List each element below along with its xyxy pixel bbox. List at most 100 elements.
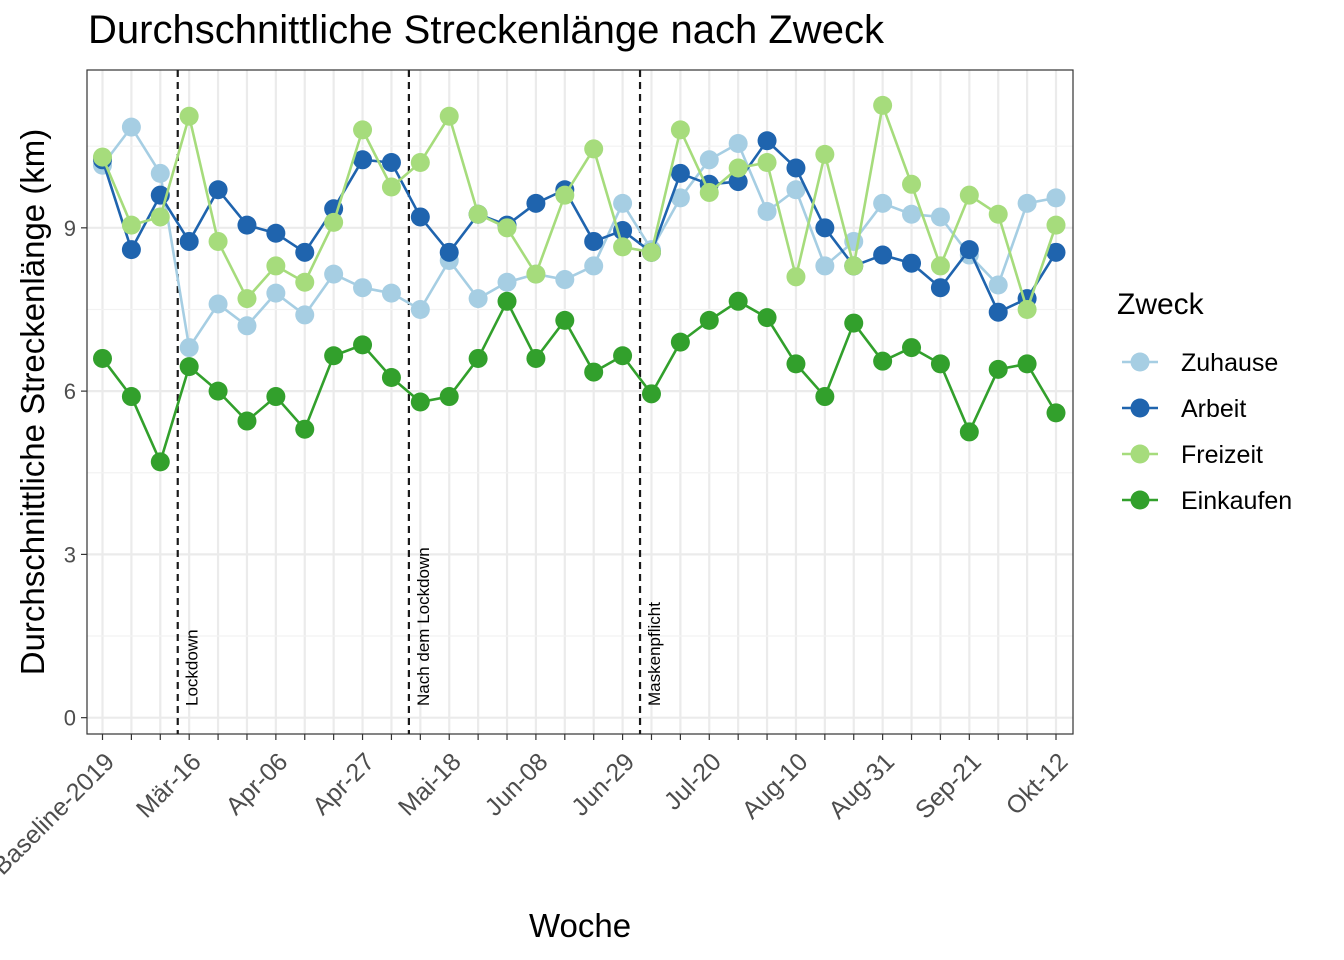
data-point-zuhause (353, 278, 373, 298)
data-point-arbeit (786, 158, 806, 178)
series-line-arbeit (101, 139, 1058, 314)
data-point-arbeit (179, 231, 199, 251)
data-point-freizeit (526, 264, 546, 284)
legend-item-zuhause: Zuhause (1122, 349, 1278, 377)
data-point-freizeit (670, 120, 690, 140)
legend-item-freizeit: Freizeit (1122, 441, 1263, 469)
data-point-arbeit (930, 278, 950, 298)
data-point-arbeit (815, 218, 835, 238)
data-point-einkaufen (121, 387, 141, 407)
x-tick-label: Jun-08 (480, 748, 554, 822)
data-point-einkaufen (930, 354, 950, 374)
data-point-einkaufen (150, 452, 170, 472)
data-point-arbeit (208, 180, 228, 200)
event-label-lockdown: Lockdown (183, 629, 202, 706)
legend: Zweck Zuhause Arbeit Freizeit Einkaufen (1117, 288, 1292, 515)
data-point-freizeit (266, 256, 286, 276)
data-point-freizeit (641, 242, 661, 262)
series-zuhause (93, 117, 1066, 358)
data-point-freizeit (902, 174, 922, 194)
data-point-einkaufen (844, 313, 864, 333)
data-point-freizeit (844, 256, 864, 276)
data-point-einkaufen (237, 411, 257, 431)
data-point-freizeit (728, 158, 748, 178)
x-tick-label: Aug-10 (737, 748, 814, 825)
data-point-arbeit (526, 193, 546, 213)
data-point-freizeit (179, 106, 199, 126)
data-point-freizeit (1017, 299, 1037, 319)
data-point-einkaufen (959, 422, 979, 442)
x-axis-title: Woche (529, 907, 631, 944)
data-point-arbeit (1046, 242, 1066, 262)
data-point-arbeit (439, 242, 459, 262)
event-lines: Lockdown Nach dem Lockdown Maskenpflicht (176, 70, 664, 734)
legend-key-point (1130, 398, 1150, 418)
data-point-arbeit (959, 240, 979, 260)
data-point-zuhause (930, 207, 950, 227)
data-point-zuhause (555, 270, 575, 290)
data-point-arbeit (410, 207, 430, 227)
data-point-zuhause (1046, 188, 1066, 208)
data-point-einkaufen (353, 335, 373, 355)
y-axis: 0 3 6 9 (64, 216, 87, 731)
y-tick-label: 9 (64, 216, 76, 241)
data-point-einkaufen (1017, 354, 1037, 374)
data-point-einkaufen (526, 348, 546, 368)
series-arbeit (93, 131, 1066, 322)
x-tick-label: Aug-31 (823, 748, 900, 825)
data-point-einkaufen (873, 351, 893, 371)
x-tick-label: Okt-12 (1001, 748, 1074, 821)
data-point-einkaufen (179, 357, 199, 377)
data-point-zuhause (613, 193, 633, 213)
legend-label: Zuhause (1181, 349, 1278, 377)
data-point-freizeit (439, 106, 459, 126)
data-point-freizeit (237, 289, 257, 309)
x-tick-label: Mär-16 (131, 748, 207, 824)
data-point-zuhause (266, 283, 286, 303)
data-point-freizeit (699, 182, 719, 202)
series-line-zuhause (101, 125, 1057, 349)
x-tick-label: Apr-27 (307, 748, 380, 821)
data-point-arbeit (873, 245, 893, 265)
data-point-freizeit (468, 204, 488, 224)
data-point-freizeit (381, 177, 401, 197)
data-point-zuhause (497, 272, 517, 292)
data-point-zuhause (208, 294, 228, 314)
data-point-einkaufen (902, 338, 922, 358)
x-tick-label: Jun-29 (566, 748, 640, 822)
data-point-zuhause (150, 163, 170, 183)
data-point-zuhause (584, 256, 604, 276)
legend-label: Freizeit (1181, 441, 1263, 469)
data-point-einkaufen (555, 310, 575, 330)
data-point-einkaufen (381, 368, 401, 388)
data-point-einkaufen (728, 291, 748, 311)
data-point-einkaufen (815, 387, 835, 407)
y-axis-title: Durchschnittliche Streckenlänge (km) (14, 129, 51, 676)
legend-label: Einkaufen (1181, 487, 1292, 515)
data-point-zuhause (873, 193, 893, 213)
legend-key-point (1130, 490, 1150, 510)
data-point-freizeit (930, 256, 950, 276)
data-point-freizeit (1046, 215, 1066, 235)
series-group (93, 95, 1066, 472)
data-point-zuhause (988, 275, 1008, 295)
series-line-einkaufen (101, 300, 1058, 464)
data-point-einkaufen (786, 354, 806, 374)
legend-title: Zweck (1117, 288, 1205, 321)
series-einkaufen (93, 291, 1066, 472)
data-point-einkaufen (324, 346, 344, 366)
x-axis: Baseline-2019 Mär-16 Apr-06 Apr-27 Mai-18 Jun… (0, 734, 1074, 881)
data-point-einkaufen (584, 362, 604, 382)
data-point-einkaufen (641, 384, 661, 404)
data-point-freizeit (497, 218, 517, 238)
data-point-zuhause (699, 150, 719, 170)
x-tick-label: Apr-06 (220, 748, 293, 821)
data-point-einkaufen (266, 387, 286, 407)
data-point-freizeit (410, 153, 430, 173)
event-label-maskenpflicht: Maskenpflicht (645, 602, 664, 706)
data-point-freizeit (353, 120, 373, 140)
data-point-arbeit (757, 131, 777, 151)
data-point-arbeit (988, 302, 1008, 322)
x-tick-label: Baseline-2019 (0, 748, 120, 881)
